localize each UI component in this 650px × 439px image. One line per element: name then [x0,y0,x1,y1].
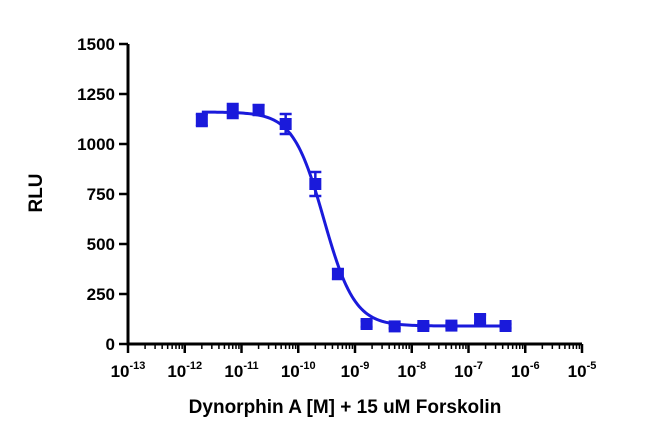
y-tick-label: 250 [87,285,115,304]
x-tick-label: 10-13 [111,360,146,381]
data-point [388,320,401,333]
x-tick-label: 10-9 [341,360,370,381]
data-point [474,313,487,325]
y-tick-label: 0 [106,335,115,354]
x-tick-label: 10-6 [511,360,540,381]
x-axis-title: Dynorphin A [M] + 15 uM Forskolin [189,397,502,418]
x-tick-label: 10-8 [397,360,426,381]
data-point [499,320,512,332]
data-point [445,319,458,332]
data-point [252,104,265,116]
fit-layer [201,110,506,328]
y-axis-title: RLU [26,173,47,212]
fit-curve [201,110,506,328]
data-point [279,118,292,130]
x-tick-label: 10-11 [224,360,258,381]
y-tick-label: 500 [87,235,115,254]
y-tick-label: 1250 [77,85,115,104]
data-point [226,105,239,117]
points-layer [195,102,512,333]
data-point [417,320,430,332]
x-tick-label: 10-10 [281,360,316,381]
data-point [309,178,322,190]
data-point [331,268,344,280]
data-point [195,114,208,126]
x-tick-label: 10-7 [454,360,483,381]
data-point [360,318,373,330]
y-tick-label: 750 [87,185,115,204]
axes: 0 250 500 750 1000 1250 1500 10-13 10-12 10-11 10-… [77,35,596,381]
x-tick-label: 10-12 [167,360,202,381]
y-tick-label: 1000 [77,135,115,154]
y-tick-label: 1500 [77,35,115,54]
x-tick-label: 10-5 [568,360,597,381]
